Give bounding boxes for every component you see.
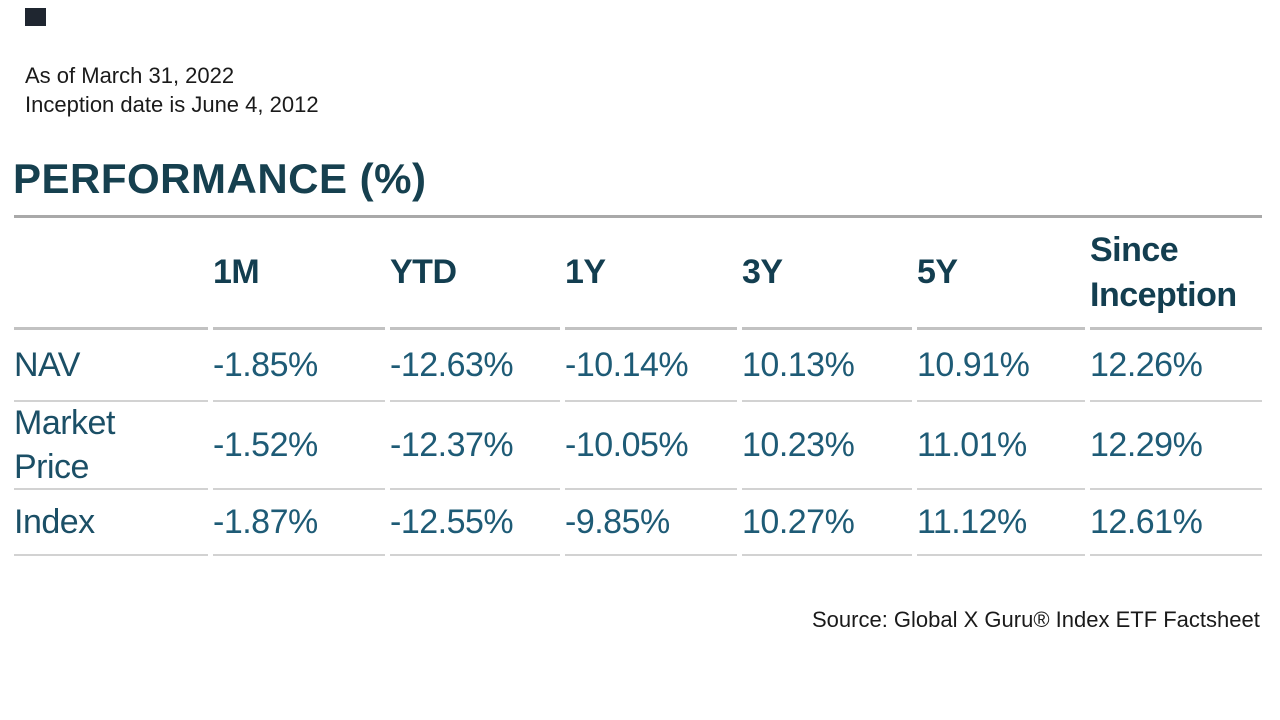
performance-table: 1M YTD 1Y 3Y 5Y Since Inception NAV -1.8… <box>14 218 1262 556</box>
market-price-5y-value: 11.01% <box>917 402 1085 490</box>
as-of-date-text: As of March 31, 2022 <box>25 63 235 88</box>
performance-title: PERFORMANCE (%) <box>13 155 427 202</box>
nav-1m-value: -1.85% <box>213 330 385 402</box>
row-label-nav: NAV <box>14 330 208 402</box>
market-price-since-inception-value: 12.29% <box>1090 402 1262 490</box>
title-divider-rule <box>14 215 1262 218</box>
nav-since-inception-value: 12.26% <box>1090 330 1262 402</box>
index-5y-value: 11.12% <box>917 490 1085 556</box>
column-header-1m: 1M <box>213 218 385 330</box>
column-header-5y: 5Y <box>917 218 1085 330</box>
column-header-3y: 3Y <box>742 218 912 330</box>
column-header-blank <box>14 218 208 330</box>
index-3y-value: 10.27% <box>742 490 912 556</box>
market-price-3y-value: 10.23% <box>742 402 912 490</box>
row-label-index: Index <box>14 490 208 556</box>
column-header-since-inception: Since Inception <box>1090 218 1262 330</box>
nav-1y-value: -10.14% <box>565 330 737 402</box>
column-header-ytd: YTD <box>390 218 560 330</box>
index-ytd-value: -12.55% <box>390 490 560 556</box>
corner-square-mark <box>25 8 46 26</box>
date-notes: As of March 31, 2022 Inception date is J… <box>25 61 319 119</box>
market-price-ytd-value: -12.37% <box>390 402 560 490</box>
column-header-1y: 1Y <box>565 218 737 330</box>
nav-3y-value: 10.13% <box>742 330 912 402</box>
market-price-1y-value: -10.05% <box>565 402 737 490</box>
nav-5y-value: 10.91% <box>917 330 1085 402</box>
index-1y-value: -9.85% <box>565 490 737 556</box>
inception-date-text: Inception date is June 4, 2012 <box>25 92 319 117</box>
nav-ytd-value: -12.63% <box>390 330 560 402</box>
index-1m-value: -1.87% <box>213 490 385 556</box>
source-attribution: Source: Global X Guru® Index ETF Factshe… <box>812 607 1260 632</box>
index-since-inception-value: 12.61% <box>1090 490 1262 556</box>
market-price-1m-value: -1.52% <box>213 402 385 490</box>
row-label-market-price: Market Price <box>14 402 208 490</box>
